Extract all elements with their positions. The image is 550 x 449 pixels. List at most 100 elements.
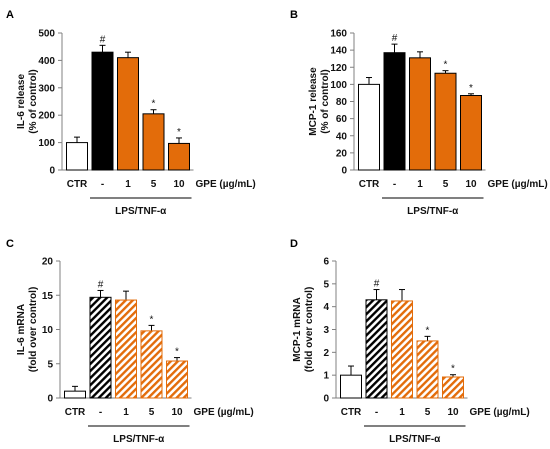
- y-tick-label: 400: [38, 56, 55, 67]
- y-axis-label-line: MCP-1 mRNA: [292, 297, 303, 361]
- y-axis-label-line: IL-6 mRNA: [16, 304, 27, 355]
- y-tick-label: 3: [323, 325, 329, 336]
- category-label: 5: [443, 179, 449, 190]
- bar-CTR: [64, 390, 86, 399]
- gpe-unit-label: GPE (µg/mL): [488, 179, 548, 190]
- y-axis-label-line: (fold over control): [28, 287, 39, 373]
- bar-CTR: [340, 374, 362, 399]
- panel-letter: A: [6, 9, 14, 21]
- category-label: -: [393, 179, 396, 190]
- significance-marker: #: [392, 33, 398, 44]
- y-axis-label: MCP-1 release(% of control): [308, 67, 331, 136]
- bar-1: [409, 57, 431, 171]
- y-tick-label: 60: [336, 114, 348, 125]
- category-label: 10: [173, 179, 185, 190]
- bar-5: [142, 113, 165, 171]
- y-tick-label: 6: [323, 257, 329, 268]
- group-label: LPS/TNF-α: [113, 434, 165, 445]
- y-tick-label: 200: [38, 111, 55, 122]
- y-tick-label: 20: [42, 257, 54, 268]
- bar-5: [140, 330, 163, 399]
- category-label: CTR: [65, 407, 86, 418]
- category-label: -: [101, 179, 104, 190]
- y-tick-label: 40: [336, 131, 348, 142]
- y-tick-label: 15: [42, 291, 54, 302]
- y-tick-label: 1: [323, 371, 329, 382]
- gpe-unit-label: GPE (µg/mL): [194, 407, 254, 418]
- bar--: [365, 299, 388, 399]
- panel-b: B MCP-1 release(% of control) 0 20 40 60 80 100…: [290, 9, 548, 217]
- category-label: -: [375, 407, 378, 418]
- category-label: 5: [151, 179, 157, 190]
- y-axis-label: IL-6 mRNA(fold over control): [16, 287, 39, 373]
- bar-10: [460, 95, 482, 171]
- bar--: [383, 52, 406, 171]
- significance-marker: *: [444, 60, 448, 71]
- y-tick-label: 100: [38, 138, 55, 149]
- significance-marker: *: [426, 325, 430, 336]
- category-label: 5: [425, 407, 431, 418]
- y-tick-label: 500: [38, 29, 55, 40]
- y-tick-label: 10: [42, 325, 54, 336]
- bar-5: [416, 340, 439, 399]
- significance-marker: *: [150, 314, 154, 325]
- significance-marker: *: [469, 83, 473, 94]
- category-label: 1: [125, 179, 131, 190]
- panel-letter: D: [290, 238, 298, 250]
- y-axis-label-line: MCP-1 release: [308, 67, 319, 136]
- category-label: 1: [123, 407, 129, 418]
- category-label: 1: [399, 407, 405, 418]
- bar-CTR: [358, 83, 380, 171]
- category-label: 5: [149, 407, 155, 418]
- bar-10: [168, 142, 190, 171]
- group-label: LPS/TNF-α: [407, 206, 459, 217]
- y-tick-label: 0: [47, 394, 53, 405]
- bar--: [89, 296, 112, 399]
- bar--: [91, 51, 114, 171]
- y-tick-label: 5: [47, 359, 53, 370]
- panels: AIL-6 release(% of control)0100200300400…: [6, 9, 548, 445]
- significance-marker: #: [374, 279, 380, 290]
- panel-c: CIL-6 mRNA(fold over control)05101520CTR…: [6, 238, 254, 445]
- panel-d: D MCP-1 mRNA(fold over control) 0 1 2 3 4 5 6 CTR…: [290, 238, 530, 445]
- bar-1: [391, 300, 413, 399]
- significance-marker: *: [177, 127, 181, 138]
- bar-10: [166, 360, 188, 399]
- significance-marker: #: [98, 279, 104, 290]
- significance-marker: *: [152, 99, 156, 110]
- category-label: 10: [171, 407, 183, 418]
- significance-marker: *: [451, 364, 455, 375]
- y-tick-label: 0: [49, 166, 55, 177]
- y-axis-label: IL-6 release(% of control): [16, 69, 39, 133]
- category-label: -: [99, 407, 102, 418]
- group-label: LPS/TNF-α: [115, 206, 167, 217]
- category-label: 1: [417, 179, 423, 190]
- bar-10: [442, 376, 464, 399]
- category-label: CTR: [67, 179, 88, 190]
- significance-marker: *: [175, 347, 179, 358]
- y-tick-label: 5: [323, 279, 329, 290]
- category-label: 10: [465, 179, 477, 190]
- bar-5: [434, 72, 457, 171]
- gpe-unit-label: GPE (µg/mL): [196, 179, 256, 190]
- bar-1: [117, 57, 139, 171]
- y-tick-label: 20: [336, 148, 348, 159]
- y-tick-label: 100: [330, 80, 347, 91]
- y-tick-label: 0: [341, 166, 347, 177]
- panel-letter: C: [6, 238, 14, 250]
- y-tick-label: 80: [336, 97, 348, 108]
- category-label: 10: [447, 407, 459, 418]
- y-axis-label-line: (% of control): [28, 69, 39, 133]
- y-axis-label-line: (fold over control): [304, 287, 315, 373]
- y-tick-label: 140: [330, 46, 347, 57]
- significance-marker: #: [100, 34, 106, 45]
- panel-letter: B: [290, 9, 298, 21]
- y-tick-label: 4: [323, 302, 329, 313]
- y-tick-label: 160: [330, 29, 347, 40]
- category-label: CTR: [341, 407, 362, 418]
- y-tick-label: 2: [323, 348, 329, 359]
- group-label: LPS/TNF-α: [389, 434, 441, 445]
- y-axis-label-line: IL-6 release: [16, 74, 27, 129]
- y-tick-label: 300: [38, 83, 55, 94]
